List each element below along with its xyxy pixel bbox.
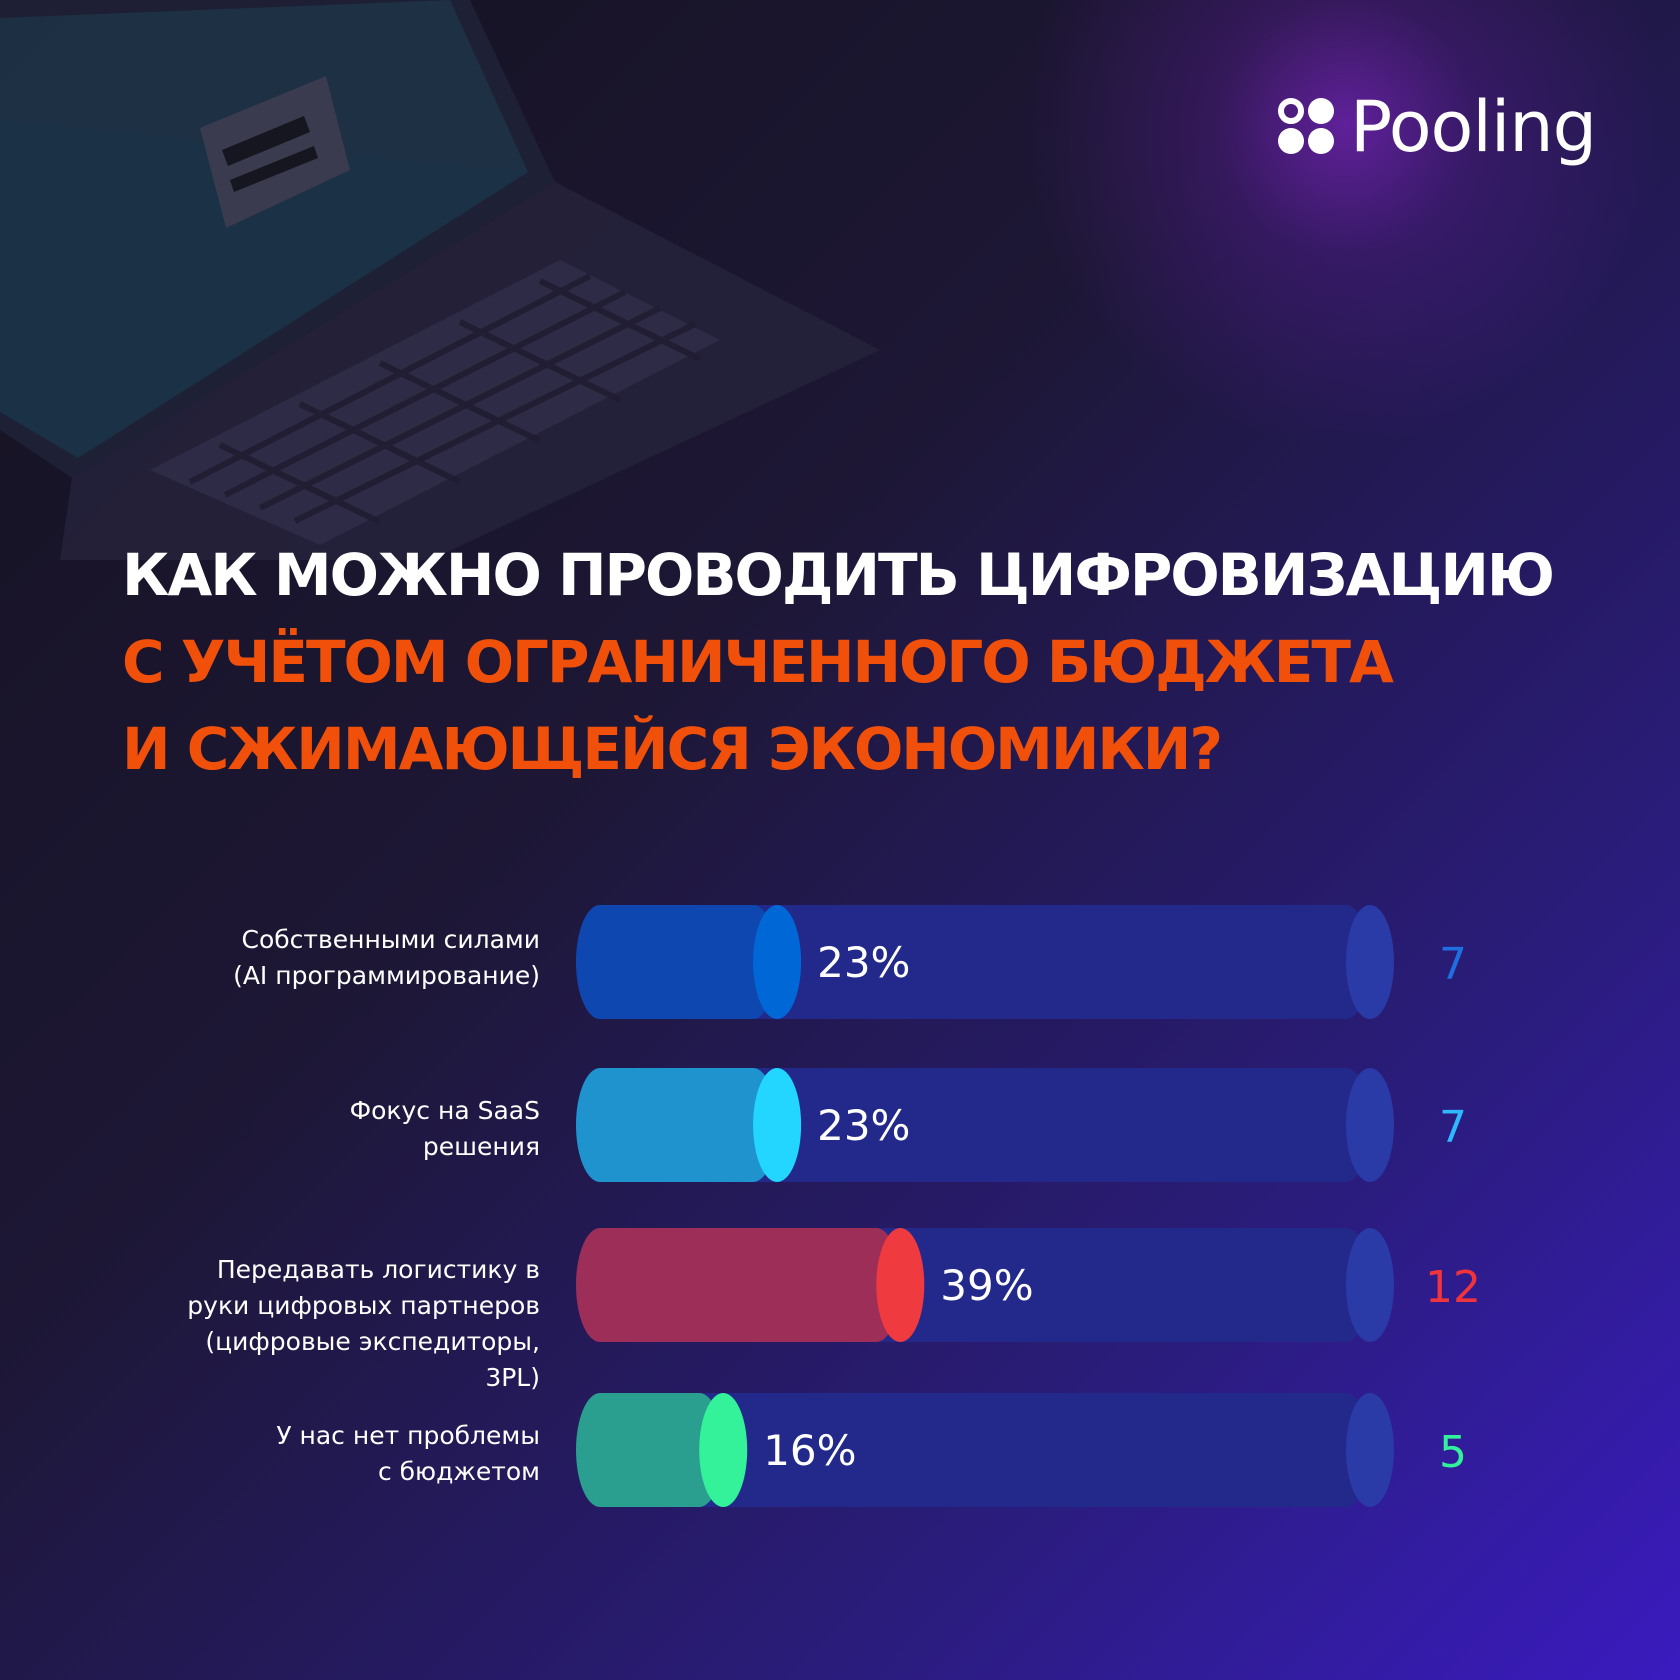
category-label-text: У нас нет проблемы с бюджетом [276, 1421, 540, 1486]
bar-track-end [1346, 1068, 1394, 1182]
category-label-1: Фокус на SaaS решения [120, 1093, 540, 1165]
bar-cap [753, 1068, 802, 1182]
category-label-2: Передавать логистику в руки цифровых пар… [120, 1252, 540, 1396]
bar [576, 1068, 778, 1182]
bar-cap [699, 1393, 748, 1507]
pooling-logo-icon [1278, 98, 1336, 156]
category-label-text: Передавать логистику в руки цифровых пар… [187, 1255, 540, 1392]
title-line-3: И СЖИМАЮЩЕЙСЯ ЭКОНОМИКИ? [122, 715, 1223, 783]
bar-track [576, 1393, 1370, 1507]
bar-track-end [1346, 905, 1394, 1019]
laptop-illustration [0, 0, 880, 560]
title-line-2: С УЧЁТОМ ОГРАНИЧЕННОГО БЮДЖЕТА [122, 628, 1394, 696]
count-label: 7 [1439, 939, 1467, 990]
bar [576, 1393, 724, 1507]
value-label: 39% [940, 1261, 1033, 1310]
value-label: 23% [817, 938, 910, 987]
bar-cap [876, 1228, 925, 1342]
value-label: 16% [763, 1426, 856, 1475]
bar [576, 905, 778, 1019]
title-line-1: КАК МОЖНО ПРОВОДИТЬ ЦИФРОВИЗАЦИЮ [122, 541, 1555, 609]
dialog-window [200, 76, 350, 228]
bar [576, 1228, 901, 1342]
bar-track-end [1346, 1393, 1394, 1507]
value-label: 23% [817, 1101, 910, 1150]
bar-track-end [1346, 1228, 1394, 1342]
brand-name: Pooling [1350, 86, 1597, 168]
pooling-logo: Pooling [1278, 82, 1597, 172]
count-label: 7 [1439, 1102, 1467, 1153]
bar-cap [753, 905, 802, 1019]
category-label-text: Собственными силами (AI программирование… [233, 925, 540, 990]
category-label-0: Собственными силами (AI программирование… [120, 922, 540, 994]
count-label: 5 [1439, 1427, 1467, 1478]
category-label-3: У нас нет проблемы с бюджетом [120, 1418, 540, 1490]
category-label-text: Фокус на SaaS решения [349, 1096, 540, 1161]
page-title: КАК МОЖНО ПРОВОДИТЬ ЦИФРОВИЗАЦИЮ С УЧЁТО… [122, 532, 1555, 793]
count-label: 12 [1425, 1262, 1481, 1313]
